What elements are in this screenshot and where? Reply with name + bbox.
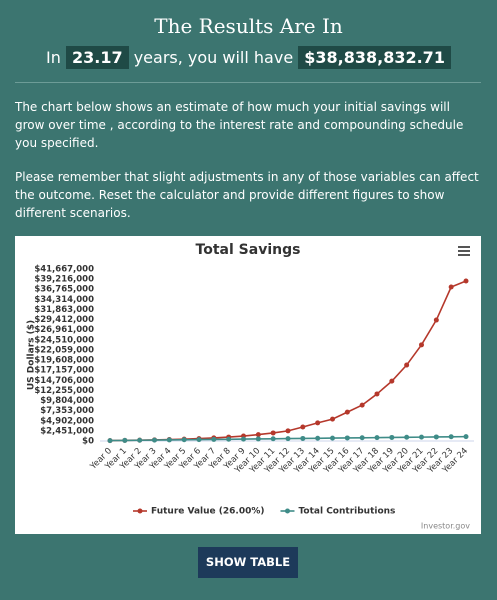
point [270, 436, 276, 442]
point [463, 278, 469, 284]
title: The Results Are In [154, 14, 343, 38]
y-tick-label: $31,863,000 [34, 305, 94, 315]
point [419, 342, 424, 348]
point [374, 435, 380, 441]
point [152, 437, 157, 443]
point [300, 424, 306, 430]
point [181, 437, 187, 443]
chart-title: Total Savings [196, 242, 301, 258]
amount: $38,838,832.71 [298, 46, 451, 69]
point [285, 428, 291, 434]
point [463, 434, 469, 440]
legend-label: Future Value (26.00%) [151, 507, 264, 517]
point [270, 430, 276, 436]
point [433, 434, 439, 440]
years: 23.17 [66, 46, 129, 69]
point [344, 435, 350, 441]
y-tick-label: $14,706,000 [34, 376, 94, 386]
y-tick-label: $24,510,000 [34, 335, 94, 345]
point [374, 391, 380, 397]
middle: years, you will have [133, 48, 294, 67]
y-tick-label: $7,353,000 [40, 406, 94, 416]
y-tick-label: $29,412,000 [34, 315, 94, 325]
point [315, 420, 321, 426]
paragraph: Please remember that slight adjustments … [15, 170, 479, 220]
y-tick-label: $19,608,000 [34, 356, 94, 366]
y-tick-label: $26,961,000 [34, 325, 94, 335]
y-tick-label: $12,255,000 [34, 386, 94, 396]
point [359, 435, 365, 441]
show-table-button[interactable]: SHOW TABLE [198, 547, 298, 578]
point [404, 362, 410, 368]
y-tick-label: $36,765,000 [34, 285, 94, 295]
y-tick-label: $17,157,000 [34, 366, 94, 376]
point [285, 436, 291, 442]
point [433, 317, 439, 323]
menu-bar [458, 254, 470, 256]
legend-marker [284, 508, 290, 514]
point [448, 434, 454, 440]
point [330, 416, 335, 422]
point [166, 437, 172, 443]
point [196, 437, 202, 443]
point [404, 434, 410, 440]
point [315, 435, 321, 441]
divider [15, 82, 481, 83]
point [122, 437, 128, 443]
point [359, 402, 365, 408]
point [389, 434, 395, 440]
prefix: In [46, 48, 61, 67]
result-line: In 23.17 years, you will have $38,838,83… [0, 46, 497, 69]
point [344, 409, 350, 415]
point [255, 436, 261, 442]
y-tick-label: $2,451,000 [40, 426, 94, 436]
point [389, 378, 395, 384]
y-tick-label: $9,804,000 [40, 396, 94, 406]
legend-label: Total Contributions [298, 507, 395, 517]
menu-icon[interactable] [458, 246, 470, 256]
point [107, 438, 113, 444]
point [255, 432, 261, 438]
menu-bar [458, 246, 470, 248]
menu-bar [458, 250, 470, 252]
y-tick-label: $34,314,000 [34, 295, 94, 305]
credit: Investor.gov [421, 522, 470, 531]
y-tick-label: $4,902,000 [40, 416, 94, 426]
point [211, 436, 217, 442]
y-tick-label: $0 [82, 437, 94, 447]
y-tick-label: $39,216,000 [34, 275, 94, 285]
point [226, 436, 232, 442]
paragraph: The chart below shows an estimate of how… [15, 100, 464, 150]
point [330, 435, 335, 441]
point [419, 434, 424, 440]
chart: Total Savings US Dollars ($) Investor.go… [15, 236, 481, 534]
series-line [109, 280, 467, 442]
point [448, 284, 454, 290]
point [137, 437, 143, 443]
point [241, 436, 246, 442]
y-axis-title: US Dollars ($) [27, 320, 37, 390]
legend-marker [137, 508, 143, 514]
y-tick-label: $41,667,000 [34, 265, 94, 275]
y-tick-label: $22,059,000 [34, 345, 94, 355]
point [300, 435, 306, 441]
